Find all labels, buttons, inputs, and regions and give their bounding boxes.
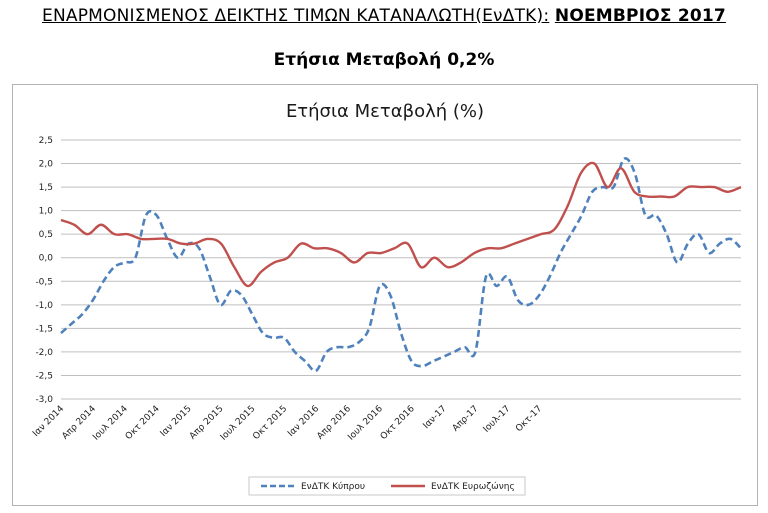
y-tick-label: -1,5 bbox=[35, 324, 53, 334]
x-tick: Ιουλ 2015 bbox=[219, 404, 258, 443]
x-tick-label: Απρ-17 bbox=[451, 404, 481, 434]
x-tick: Ιουλ 2016 bbox=[346, 404, 385, 443]
legend-label: ΕνΔΤΚ Ευρωζώνης bbox=[431, 481, 515, 492]
y-tick-label: 1,0 bbox=[39, 207, 54, 217]
x-tick-label: Οκτ 2015 bbox=[251, 404, 289, 442]
y-axis-ticks: 2,5 2,0 1,5 1,0 0,5 0,0 -0,5 -1,0 -1,5 -2,0 -2,5 -3… bbox=[35, 136, 53, 405]
y-tick-label: 2,5 bbox=[39, 136, 53, 146]
y-tick-label: 1,5 bbox=[39, 183, 53, 193]
x-tick-label: Ιουλ 2016 bbox=[346, 404, 385, 443]
x-tick-label: Οκτ 2016 bbox=[379, 404, 417, 442]
y-tick-label: 0,5 bbox=[39, 230, 53, 240]
x-tick-label: Ιουλ-17 bbox=[482, 404, 513, 435]
x-tick: Οκτ 2014 bbox=[124, 404, 162, 442]
x-tick: Απρ-17 bbox=[451, 404, 481, 434]
x-tick: Οκτ 2015 bbox=[251, 404, 289, 442]
page-subtitle: Ετήσια Μεταβολή 0,2% bbox=[273, 50, 495, 70]
x-tick-label: Ιουλ 2014 bbox=[91, 404, 130, 443]
chart-frame: Ετήσια Μεταβολή (%) 2,5 2,0 1,5 1,0 0,5 0,0 -0… bbox=[12, 84, 758, 506]
page-title: ΕΝΑΡΜΟΝΙΣΜΕΝΟΣ ΔΕΙΚΤΗΣ ΤΙΜΩΝ ΚΑΤΑΝΑΛΩΤΗ(… bbox=[0, 6, 768, 26]
chart-title: Ετήσια Μεταβολή (%) bbox=[286, 101, 484, 122]
line-chart: Ετήσια Μεταβολή (%) 2,5 2,0 1,5 1,0 0,5 0,0 -0… bbox=[31, 101, 742, 496]
legend: ΕνΔΤΚ Κύπρου ΕνΔΤΚ Ευρωζώνης bbox=[248, 476, 526, 496]
x-tick-label: Οκτ 2014 bbox=[124, 404, 162, 442]
title-prefix: ΕΝΑΡΜΟΝΙΣΜΕΝΟΣ ΔΕΙΚΤΗΣ ΤΙΜΩΝ ΚΑΤΑΝΑΛΩΤΗ(… bbox=[42, 6, 550, 26]
series-line-eurozone bbox=[60, 161, 742, 288]
title-month: ΝΟΕΜΒΡΙΟΣ 2017 bbox=[554, 6, 726, 26]
x-tick-label: Ιουλ 2015 bbox=[219, 404, 258, 443]
y-tick-label: -2,0 bbox=[35, 348, 53, 358]
x-tick: Ιουλ 2014 bbox=[91, 404, 130, 443]
legend-box bbox=[248, 476, 526, 496]
x-tick: Ιουλ-17 bbox=[482, 404, 513, 435]
series-line-cyprus bbox=[60, 157, 742, 373]
x-tick: Ιαν-17 bbox=[422, 404, 449, 431]
y-tick-label: -1,0 bbox=[35, 301, 53, 311]
series-lines bbox=[60, 157, 742, 373]
y-tick-label: 2,0 bbox=[39, 160, 54, 170]
y-tick-label: 0,0 bbox=[39, 254, 54, 264]
x-tick: Οκτ 2016 bbox=[379, 404, 417, 442]
y-tick-label: -2,5 bbox=[35, 371, 53, 381]
y-tick-label: -3,0 bbox=[35, 395, 53, 405]
legend-item: ΕνΔΤΚ Κύπρου bbox=[261, 481, 365, 492]
x-tick-label: Οκτ-17 bbox=[514, 404, 544, 434]
legend-label: ΕνΔΤΚ Κύπρου bbox=[301, 481, 365, 492]
x-tick: Οκτ-17 bbox=[514, 404, 544, 434]
y-tick-label: -0,5 bbox=[35, 277, 53, 287]
grid-lines bbox=[61, 139, 741, 400]
x-tick-label: Ιαν-17 bbox=[422, 404, 449, 431]
legend-item: ΕνΔΤΚ Ευρωζώνης bbox=[391, 481, 515, 492]
